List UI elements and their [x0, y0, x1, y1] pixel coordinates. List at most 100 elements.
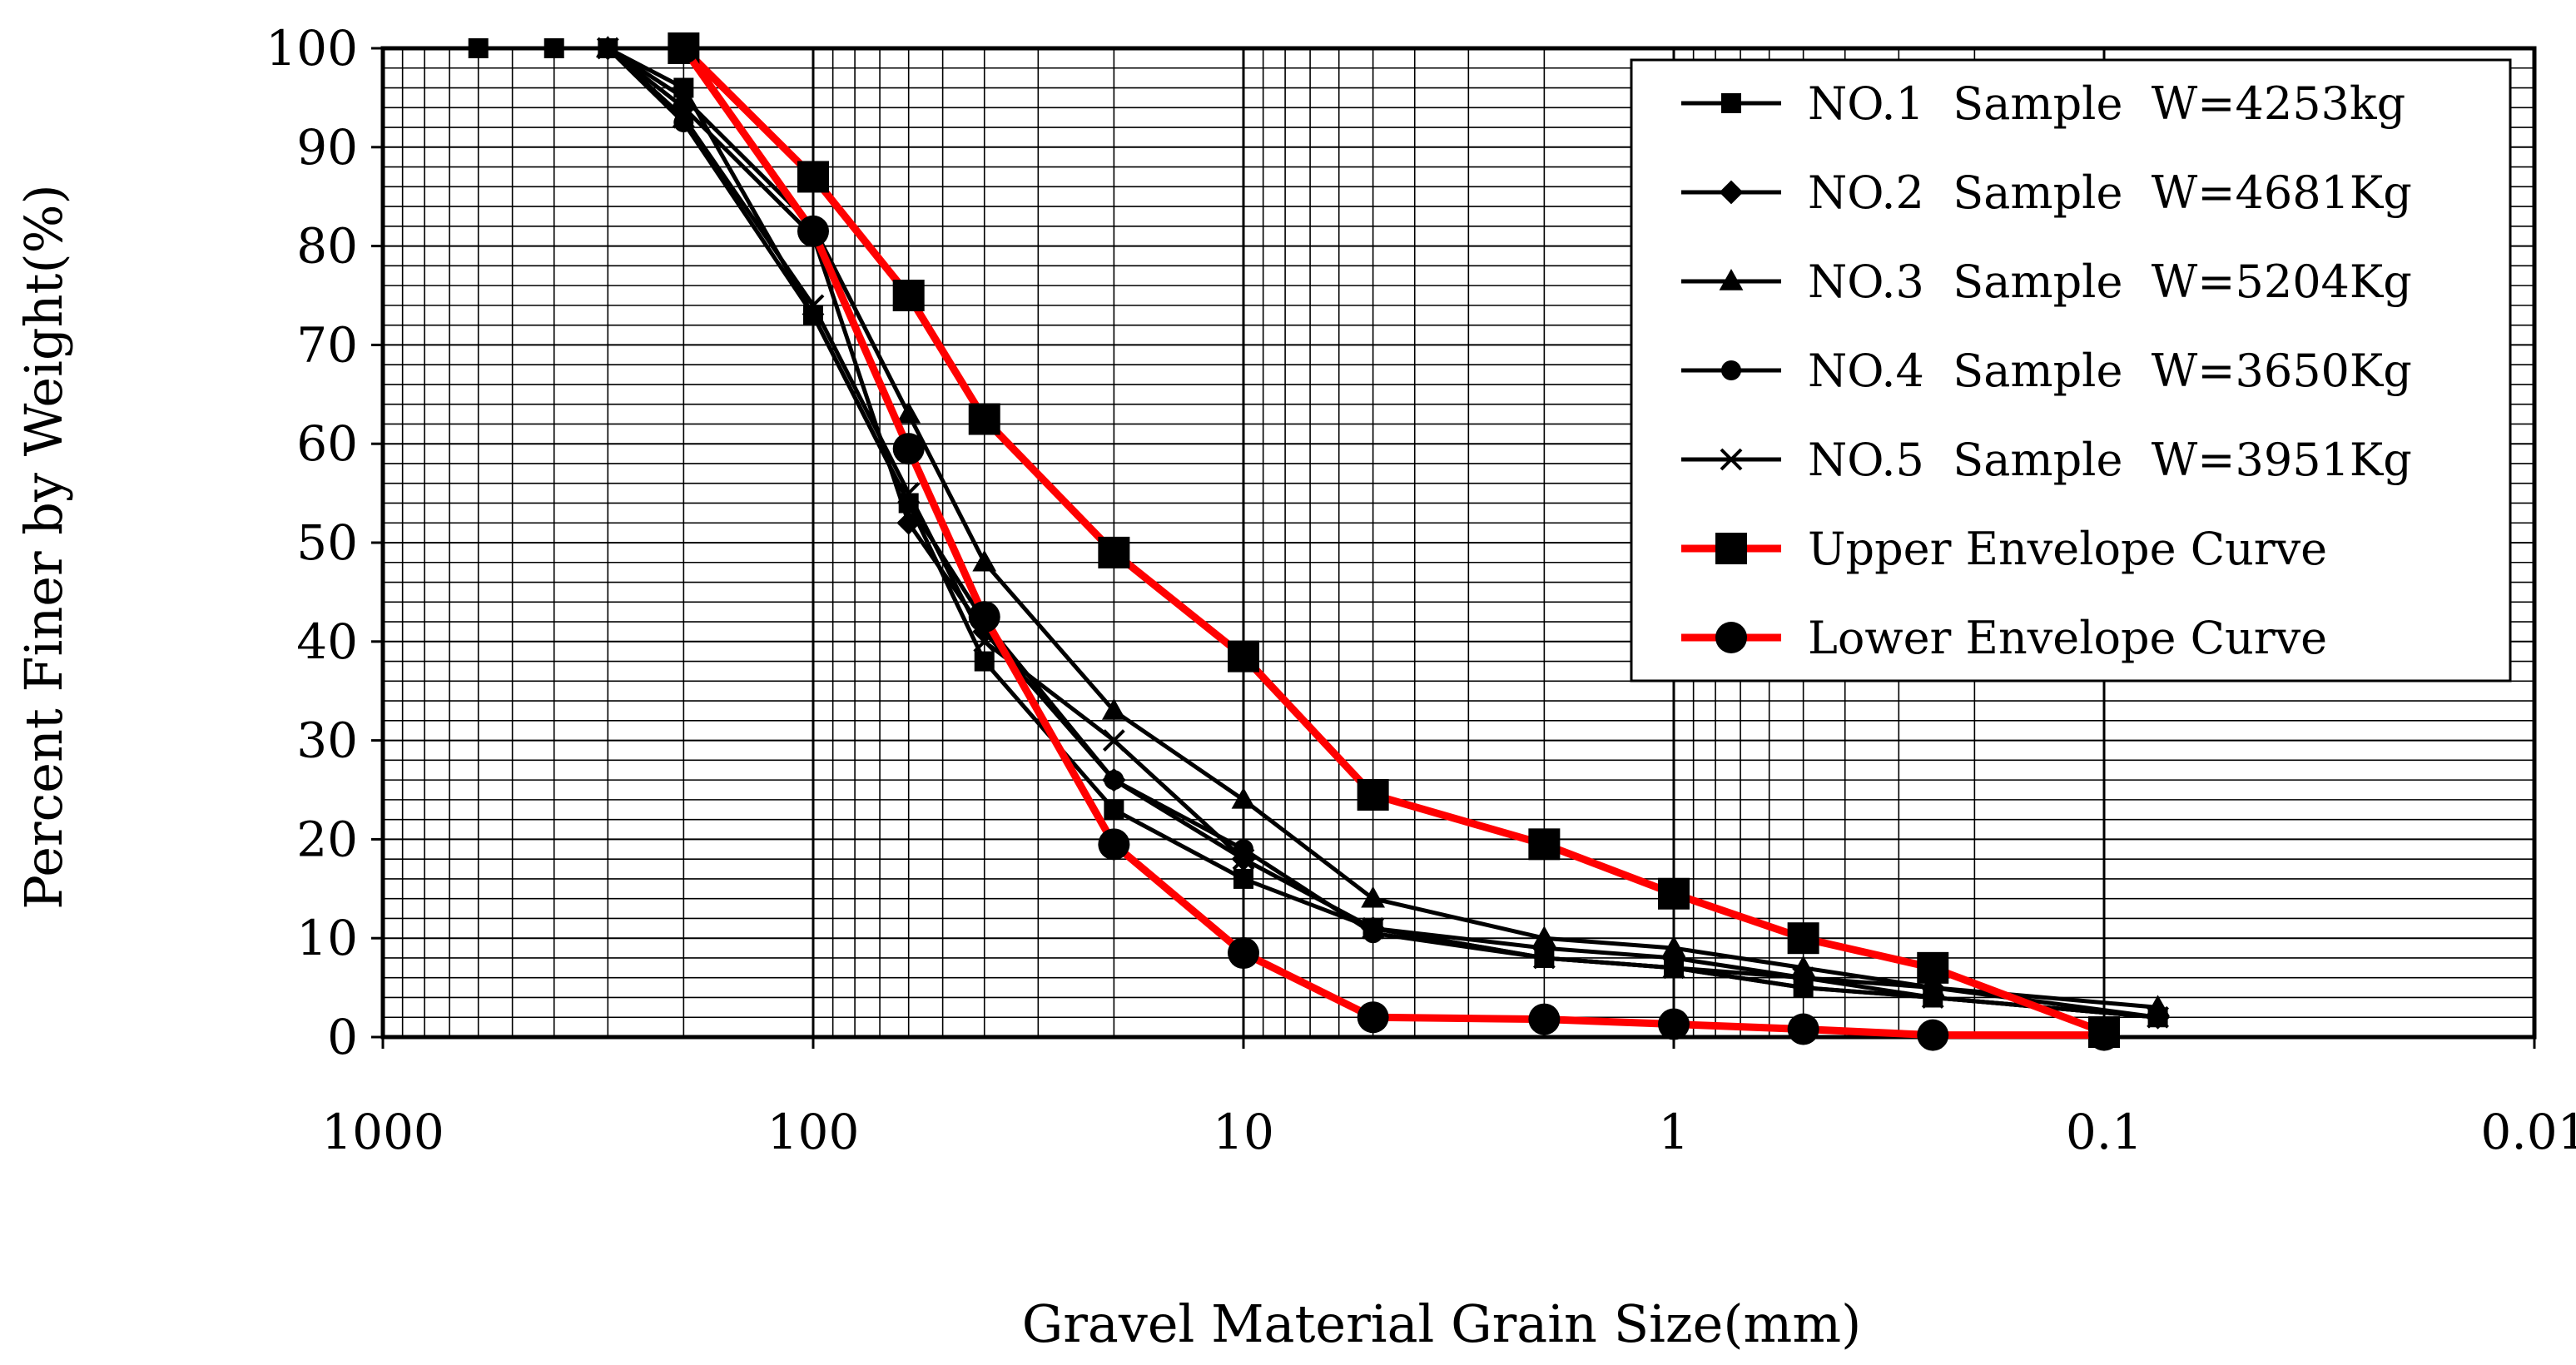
x-marker: [1102, 729, 1125, 752]
legend-item: NO.2 Sample W=4681Kg: [1681, 166, 2412, 219]
x-marker-stroke: [1921, 986, 1944, 1009]
series-group: [468, 32, 2170, 1051]
square-marker: [1228, 640, 1259, 673]
circle-marker: [968, 601, 1000, 633]
triangle-marker: [1361, 886, 1386, 908]
triangle-marker: [1719, 269, 1744, 290]
legend-label: NO.2 Sample W=4681Kg: [1808, 166, 2412, 219]
x-tick-label: 100: [767, 1104, 860, 1160]
diamond-marker: [1719, 180, 1744, 205]
diamond-marker: [896, 510, 921, 535]
triangle-marker: [1101, 697, 1126, 720]
x-marker: [1232, 847, 1255, 871]
square-marker: [892, 280, 925, 311]
legend-label: Lower Envelope Curve: [1808, 612, 2327, 664]
y-tick-label: 0: [327, 1009, 358, 1065]
legend-label: Upper Envelope Curve: [1808, 523, 2327, 575]
triangle-marker: [1661, 936, 1686, 957]
y-tick-label: 90: [296, 119, 358, 176]
x-marker: [672, 106, 695, 129]
square-marker: [1098, 536, 1130, 568]
y-tick-label: 40: [296, 613, 358, 670]
x-marker-stroke: [1362, 916, 1385, 940]
legend-item: Lower Envelope Curve: [1681, 612, 2327, 664]
circle-marker: [1098, 828, 1130, 861]
x-marker: [1921, 986, 1944, 1009]
y-tick-label: 100: [266, 20, 358, 77]
square-marker: [968, 403, 1000, 435]
legend-item: NO.3 Sample W=5204Kg: [1681, 256, 2412, 308]
x-marker: [1362, 916, 1385, 940]
x-tick-label: 10: [1213, 1104, 1274, 1160]
square-marker: [543, 38, 564, 58]
square-marker: [1917, 951, 1949, 984]
x-tick-label: 0.1: [2066, 1104, 2142, 1160]
x-tick-label: 1: [1659, 1104, 1690, 1160]
x-marker-stroke: [1792, 966, 1815, 990]
x-marker-stroke: [1532, 946, 1556, 970]
square-marker: [1721, 93, 1741, 113]
circle-marker: [668, 32, 700, 64]
legend-item: NO.5 Sample W=3951Kg: [1681, 434, 2412, 486]
x-marker: [802, 294, 825, 317]
circle-marker: [1528, 1003, 1561, 1035]
x-marker-stroke: [1662, 956, 1685, 980]
square-marker: [468, 38, 489, 58]
x-marker-stroke: [1232, 847, 1255, 871]
legend-label: NO.1 Sample W=4253kg: [1808, 77, 2405, 130]
circle-marker: [2088, 1019, 2120, 1051]
x-marker-stroke: [802, 294, 825, 317]
series-7: [668, 32, 2120, 1051]
legend: NO.1 Sample W=4253kg NO.2 Sample W=4681Kg…: [1630, 58, 2512, 682]
square-marker: [1715, 533, 1747, 564]
circle-marker: [1715, 622, 1747, 653]
axes: 0 10 20 30 40 50 60 70 80 90 100 1000 100 10 1 0.1 0.01: [266, 20, 2576, 1160]
series-5: [596, 37, 2170, 1029]
square-marker: [1104, 799, 1124, 820]
square-marker: [1233, 868, 1253, 889]
legend-label: NO.5 Sample W=3951Kg: [1808, 434, 2412, 486]
circle-marker: [1917, 1019, 1949, 1051]
x-tick-label: 0.01: [2480, 1104, 2576, 1160]
y-axis-title: Percent Finer by Weight(%): [13, 184, 74, 909]
circle-marker: [797, 215, 829, 247]
x-tick-label: 1000: [321, 1104, 444, 1160]
square-marker: [1658, 877, 1690, 910]
square-marker: [1528, 828, 1561, 861]
legend-item: Upper Envelope Curve: [1681, 523, 2327, 575]
triangle-marker: [896, 401, 921, 424]
x-marker: [1532, 946, 1556, 970]
series-line: [681, 45, 2106, 1036]
series-line: [680, 46, 2104, 1040]
square-marker: [1787, 922, 1819, 955]
x-marker-stroke: [2147, 1005, 2170, 1029]
x-marker: [596, 37, 619, 60]
legend-item: NO.1 Sample W=4253kg: [1681, 77, 2405, 130]
triangle-marker: [1231, 787, 1256, 809]
x-marker-stroke: [1720, 448, 1743, 471]
triangle-marker: [972, 549, 997, 572]
x-marker: [897, 482, 921, 505]
y-tick-label: 60: [296, 415, 358, 472]
x-marker-stroke: [1102, 729, 1125, 752]
x-marker: [1720, 448, 1743, 471]
legend-label: NO.3 Sample W=5204Kg: [1808, 256, 2412, 308]
y-tick-label: 50: [296, 514, 358, 571]
x-axis-title: Gravel Material Grain Size(mm): [1022, 1293, 1862, 1354]
x-marker: [1792, 966, 1815, 990]
y-tick-label: 10: [296, 910, 358, 966]
y-tick-label: 20: [296, 811, 358, 867]
triangle-marker: [671, 85, 696, 107]
circle-marker: [892, 433, 925, 465]
square-marker: [974, 651, 995, 672]
y-tick-label: 30: [296, 712, 358, 769]
x-marker: [2147, 1005, 2170, 1029]
y-tick-label: 70: [296, 316, 358, 373]
legend-item: NO.4 Sample W=3650Kg: [1681, 345, 2412, 397]
circle-marker: [1228, 937, 1259, 970]
circle-marker: [1658, 1008, 1690, 1040]
x-marker-stroke: [596, 37, 619, 60]
y-tick-label: 80: [296, 218, 358, 275]
circle-marker: [1357, 1001, 1389, 1034]
